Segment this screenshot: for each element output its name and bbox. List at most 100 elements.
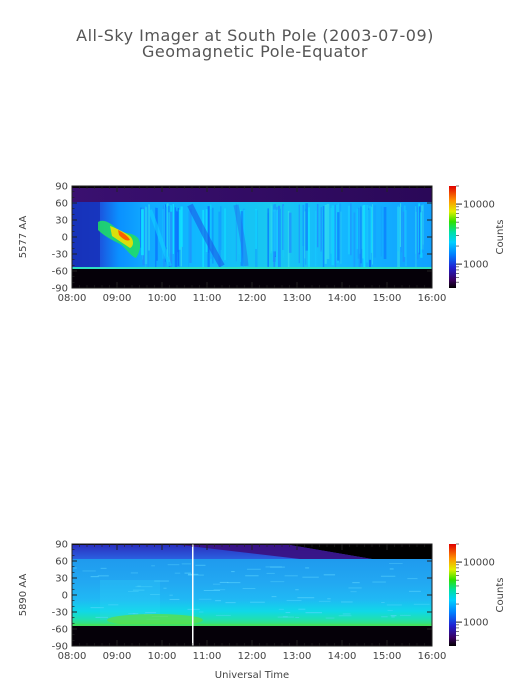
heatmap-streak	[282, 204, 285, 251]
heatmap-texture	[215, 614, 231, 616]
heatmap-streak	[175, 211, 178, 267]
heatmap-lower-edge	[72, 624, 432, 626]
heatmap-streak	[164, 204, 167, 262]
heatmap-dark-wedge	[290, 545, 432, 559]
heatmap-streak	[235, 203, 237, 262]
heatmap-streak	[366, 205, 369, 263]
heatmap-streak	[202, 209, 204, 267]
heatmap-streak	[140, 207, 142, 248]
heatmap-upper-shade	[180, 545, 372, 559]
heatmap-texture	[372, 581, 386, 583]
y-tick-label: 0	[62, 591, 68, 602]
x-tick-label: 12:00	[238, 293, 267, 304]
heatmap-texture	[265, 566, 282, 568]
heatmap-streak	[177, 208, 180, 267]
heatmap-streak	[371, 206, 373, 253]
heatmap-texture	[151, 565, 155, 567]
heatmap-texture	[212, 583, 221, 585]
heatmap-streak	[322, 205, 325, 267]
heatmap-texture	[318, 600, 331, 602]
heatmap-streak	[401, 207, 402, 253]
heatmap-texture	[338, 615, 352, 617]
heatmap-texture	[135, 586, 153, 588]
heatmap-texture	[100, 580, 160, 620]
y-tick-label: 30	[55, 216, 68, 227]
heatmap-texture	[95, 616, 108, 618]
heatmap-texture	[198, 611, 204, 613]
x-axis-label: Universal Time	[215, 670, 289, 680]
heatmap-streak	[141, 209, 144, 256]
heatmap-lower-edge	[72, 267, 432, 269]
heatmap-streak	[402, 211, 405, 262]
heatmap-texture	[169, 594, 173, 596]
colorbar-tick-label: 10000	[463, 200, 495, 211]
heatmap-streak	[180, 206, 183, 247]
heatmap-streak	[178, 209, 182, 250]
y-axis-label: 5890 AA	[18, 574, 29, 617]
heatmap-texture	[167, 564, 180, 566]
heatmap-texture	[348, 587, 362, 589]
heatmap-streaks	[73, 562, 430, 620]
heatmap-texture	[327, 598, 331, 600]
heatmap-texture	[271, 596, 277, 598]
heatmap-streak	[298, 204, 300, 264]
heatmap-texture	[284, 575, 298, 577]
heatmap-texture	[381, 616, 388, 618]
heatmap-texture	[225, 602, 236, 604]
y-tick-label: -90	[52, 284, 68, 295]
heatmap-streak	[353, 212, 356, 267]
x-tick-label: 10:00	[148, 651, 177, 662]
heatmap-streak	[208, 206, 210, 253]
heatmap-texture	[286, 600, 302, 602]
heatmap-texture	[184, 572, 191, 574]
heatmap-streak	[403, 205, 406, 258]
heatmap-streak	[363, 204, 366, 267]
heatmap-texture	[82, 570, 96, 572]
heatmap-texture	[352, 582, 360, 584]
heatmap-streak	[340, 211, 342, 264]
heatmap-streak	[273, 209, 276, 252]
x-tick-label: 14:00	[328, 293, 357, 304]
heatmap-texture	[128, 590, 139, 592]
heatmap-texture	[187, 574, 204, 576]
heatmap-arc-feature	[148, 209, 172, 267]
heatmap-streak	[371, 204, 373, 265]
heatmap-streak	[267, 212, 269, 267]
heatmap-streak	[164, 204, 165, 253]
heatmap-texture	[381, 601, 385, 603]
heatmap-texture	[340, 601, 353, 603]
heatmap-streak	[316, 203, 319, 248]
heatmap-streak	[172, 204, 175, 254]
colorbar	[449, 186, 456, 288]
heatmap-texture	[137, 585, 141, 587]
heatmap-streak	[417, 207, 419, 260]
heatmap-streak	[405, 210, 407, 267]
heatmap-texture	[298, 608, 306, 610]
heatmap-texture	[325, 617, 335, 619]
x-tick-label: 16:00	[418, 293, 447, 304]
heatmap-texture	[302, 576, 319, 578]
heatmap-texture	[231, 571, 235, 573]
heatmap-streak	[367, 209, 370, 267]
heatmap-texture	[389, 568, 394, 570]
heatmap-texture	[227, 582, 241, 584]
heatmap-texture	[90, 607, 104, 609]
heatmap-texture	[215, 600, 222, 602]
heatmap-streak	[337, 212, 340, 261]
heatmap-texture	[413, 603, 430, 605]
heatmap-streak	[418, 206, 421, 255]
heatmap-texture	[150, 594, 160, 596]
y-tick-label: -30	[52, 608, 68, 619]
heatmap-texture	[246, 568, 261, 570]
heatmap-texture	[145, 612, 157, 614]
heatmap-dim-region	[72, 202, 100, 269]
heatmap-streak	[212, 207, 214, 264]
heatmap-texture	[213, 589, 226, 591]
y-tick-label: 90	[55, 182, 68, 193]
colorbar	[449, 544, 456, 646]
heatmap-streak	[220, 206, 222, 251]
heatmap-texture	[408, 590, 421, 592]
heatmap-texture	[90, 576, 99, 578]
colorbar-label: Counts	[495, 578, 506, 613]
